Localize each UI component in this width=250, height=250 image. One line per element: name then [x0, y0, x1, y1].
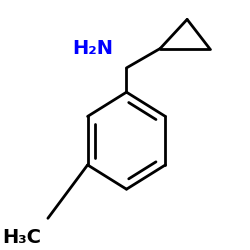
Text: H₃C: H₃C [2, 228, 41, 247]
Text: H₂N: H₂N [72, 39, 113, 58]
